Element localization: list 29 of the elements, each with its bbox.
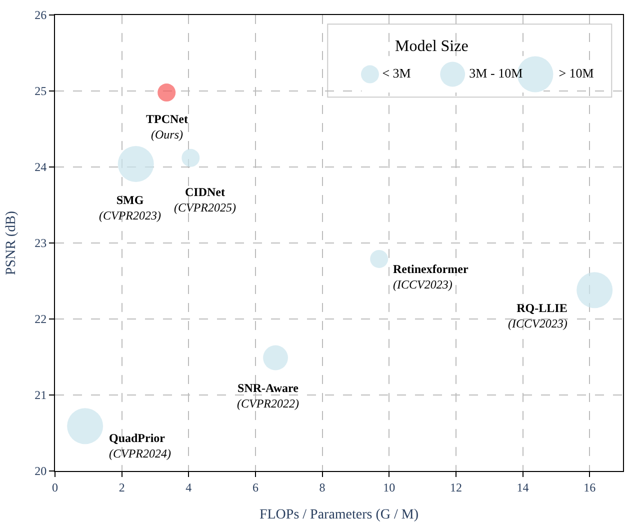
annotation: SMG (CVPR2023)	[99, 193, 161, 223]
x-tick-label: 12	[450, 480, 462, 494]
y-tick-label: 22	[34, 312, 47, 326]
legend-title: Model Size	[395, 38, 468, 55]
y-tick-label: 20	[34, 464, 47, 478]
legend-label: < 3M	[382, 66, 412, 81]
x-tick-label: 10	[383, 480, 396, 494]
x-tick-label: 0	[52, 480, 58, 494]
y-tick-label: 24	[34, 160, 47, 174]
x-tick-label: 8	[319, 480, 326, 494]
legend-label: > 10M	[558, 66, 594, 81]
x-tick-label: 6	[252, 480, 258, 494]
x-tick-label: 14	[516, 480, 529, 494]
y-tick-label: 21	[34, 388, 47, 402]
x-tick-label: 2	[118, 480, 125, 494]
y-axis-title: PSNR (dB)	[4, 210, 20, 276]
y-tick-label: 26	[34, 8, 47, 22]
y-tick-label: 25	[34, 84, 47, 98]
annotation: RQ-LLIE (ICCV2023)	[508, 301, 568, 331]
annotation: SNR-Aware (CVPR2022)	[237, 381, 300, 411]
annotation: QuadPrior (CVPR2024)	[109, 431, 171, 461]
x-tick-label: 16	[584, 480, 596, 494]
annotation: TPCNet (Ours)	[146, 112, 188, 142]
y-tick-label: 23	[34, 236, 47, 250]
annotation: Retinexformer (ICCV2023)	[393, 262, 469, 292]
x-axis-title: FLOPs / Parameters (G / M)	[259, 508, 419, 523]
legend-label: 3M - 10M	[469, 66, 524, 81]
annotation: CIDNet (CVPR2025)	[174, 185, 236, 215]
x-tick-label: 4	[186, 480, 192, 494]
